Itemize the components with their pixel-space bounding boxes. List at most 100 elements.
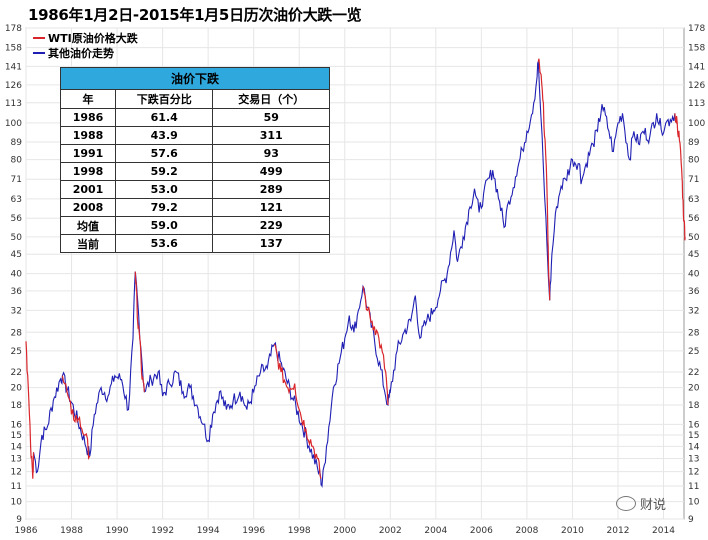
oil-drop-table: 油价下跌 年 下跌百分比 交易日（个） 1986 61.4 59 1988 43.9 3… bbox=[59, 67, 330, 253]
y-tick-label-left: 178 bbox=[5, 24, 22, 34]
y-tick-label-left: 40 bbox=[11, 270, 23, 280]
x-tick-label: 1986 bbox=[15, 526, 38, 536]
table-row: 1988 43.9 311 bbox=[59, 126, 330, 145]
table-cell-days: 93 bbox=[212, 144, 330, 163]
y-tick-label-right: 13 bbox=[688, 455, 699, 465]
y-tick-label-right: 71 bbox=[688, 175, 699, 185]
series-line-crash bbox=[134, 271, 145, 392]
y-tick-label-left: 158 bbox=[5, 44, 22, 54]
y-tick-label-right: 89 bbox=[688, 138, 700, 148]
table-cell-drop: 53.6 bbox=[115, 234, 214, 253]
x-tick-label: 1992 bbox=[151, 526, 174, 536]
y-tick-label-right: 40 bbox=[688, 270, 700, 280]
table-cell-days: 311 bbox=[212, 126, 330, 145]
table-cell-year: 2001 bbox=[59, 180, 117, 199]
y-tick-label-left: 13 bbox=[11, 455, 22, 465]
y-tick-label-right: 113 bbox=[688, 99, 705, 109]
y-tick-label-left: 14 bbox=[11, 442, 23, 452]
table-header-drop-percent: 下跌百分比 bbox=[115, 89, 214, 109]
x-tick-label: 2000 bbox=[333, 526, 356, 536]
series-line-crash bbox=[674, 113, 686, 241]
table-cell-days: 499 bbox=[212, 162, 330, 181]
y-tick-label-left: 9 bbox=[16, 515, 22, 525]
y-tick-label-right: 9 bbox=[688, 515, 694, 525]
table-cell-days: 137 bbox=[212, 234, 330, 253]
x-tick-label: 1994 bbox=[197, 526, 220, 536]
y-tick-label-right: 80 bbox=[688, 156, 700, 166]
series-lines bbox=[25, 58, 686, 489]
table-row: 均值 59.0 229 bbox=[59, 216, 330, 235]
y-tick-label-right: 14 bbox=[688, 442, 700, 452]
table-cell-year: 1988 bbox=[59, 126, 117, 145]
y-tick-label-right: 158 bbox=[688, 44, 705, 54]
series-line-crash bbox=[537, 58, 551, 301]
table-cell-days: 289 bbox=[212, 180, 330, 199]
y-tick-label-right: 18 bbox=[688, 401, 700, 411]
table-header-trading-days: 交易日（个） bbox=[212, 89, 330, 109]
table-cell-drop: 59.0 bbox=[115, 216, 214, 235]
y-tick-label-right: 50 bbox=[688, 233, 700, 243]
legend: WTI原油价格大跌 其他油价走势 bbox=[33, 31, 139, 60]
x-tick-label: 2008 bbox=[515, 526, 538, 536]
y-tick-label-right: 126 bbox=[688, 81, 705, 91]
y-tick-label-left: 10 bbox=[11, 498, 23, 508]
y-tick-label-right: 22 bbox=[688, 368, 699, 378]
table-header-year: 年 bbox=[59, 89, 117, 109]
y-tick-label-left: 71 bbox=[11, 175, 22, 185]
y-tick-label-right: 63 bbox=[688, 195, 699, 205]
table-cell-drop: 53.0 bbox=[115, 180, 214, 199]
y-tick-label-right: 32 bbox=[688, 306, 699, 316]
y-tick-label-left: 11 bbox=[11, 482, 22, 492]
table-cell-days: 229 bbox=[212, 216, 330, 235]
y-tick-label-left: 100 bbox=[5, 119, 22, 129]
y-tick-label-left: 89 bbox=[11, 138, 23, 148]
table-row: 2008 79.2 121 bbox=[59, 198, 330, 217]
y-tick-label-left: 18 bbox=[11, 401, 23, 411]
series-line-normal bbox=[32, 61, 676, 489]
y-tick-label-left: 28 bbox=[11, 328, 23, 338]
x-tick-label: 2004 bbox=[424, 526, 447, 536]
table-cell-drop: 57.6 bbox=[115, 144, 214, 163]
table-row: 1991 57.6 93 bbox=[59, 144, 330, 163]
legend-label-crash: WTI原油价格大跌 bbox=[48, 31, 139, 45]
y-tick-label-left: 25 bbox=[11, 347, 22, 357]
y-tick-label-right: 20 bbox=[688, 384, 700, 394]
y-tick-label-right: 36 bbox=[688, 287, 700, 297]
chart-title: 1986年1月2日-2015年1月5日历次油价大跌一览 bbox=[28, 6, 362, 24]
table-cell-year: 均值 bbox=[59, 216, 117, 235]
table-cell-year: 1986 bbox=[59, 108, 117, 127]
x-tick-label: 1996 bbox=[242, 526, 265, 536]
x-tick-label: 1990 bbox=[106, 526, 129, 536]
y-tick-label-left: 45 bbox=[11, 250, 22, 260]
series-line-crash bbox=[25, 341, 35, 479]
table-row: 1998 59.2 499 bbox=[59, 162, 330, 181]
watermark-label: 财说 bbox=[640, 498, 667, 513]
y-tick-label-right: 10 bbox=[688, 498, 700, 508]
y-tick-label-left: 63 bbox=[11, 195, 22, 205]
table-row: 当前 53.6 137 bbox=[59, 234, 330, 253]
table-title: 油价下跌 bbox=[60, 67, 330, 90]
x-tick-label: 1998 bbox=[288, 526, 311, 536]
y-tick-label-right: 15 bbox=[688, 431, 699, 441]
y-tick-label-left: 32 bbox=[11, 306, 22, 316]
y-tick-label-left: 113 bbox=[5, 99, 22, 109]
table-cell-days: 121 bbox=[212, 198, 330, 217]
y-tick-label-right: 56 bbox=[688, 214, 700, 224]
table-cell-year: 1998 bbox=[59, 162, 117, 181]
wechat-icon bbox=[616, 496, 636, 511]
y-tick-label-left: 22 bbox=[11, 368, 22, 378]
y-tick-label-left: 12 bbox=[11, 468, 22, 478]
x-tick-label: 2006 bbox=[470, 526, 493, 536]
table-cell-year: 当前 bbox=[59, 234, 117, 253]
y-tick-label-right: 141 bbox=[688, 62, 705, 72]
legend-label-normal: 其他油价走势 bbox=[48, 46, 114, 60]
y-tick-label-right: 100 bbox=[688, 119, 705, 129]
y-tick-label-right: 178 bbox=[688, 24, 705, 34]
table-cell-year: 2008 bbox=[59, 198, 117, 217]
y-tick-label-left: 56 bbox=[11, 214, 23, 224]
y-tick-label-left: 36 bbox=[11, 287, 23, 297]
y-tick-label-left: 15 bbox=[11, 431, 22, 441]
y-tick-label-left: 20 bbox=[11, 384, 23, 394]
table-cell-days: 59 bbox=[212, 108, 330, 127]
